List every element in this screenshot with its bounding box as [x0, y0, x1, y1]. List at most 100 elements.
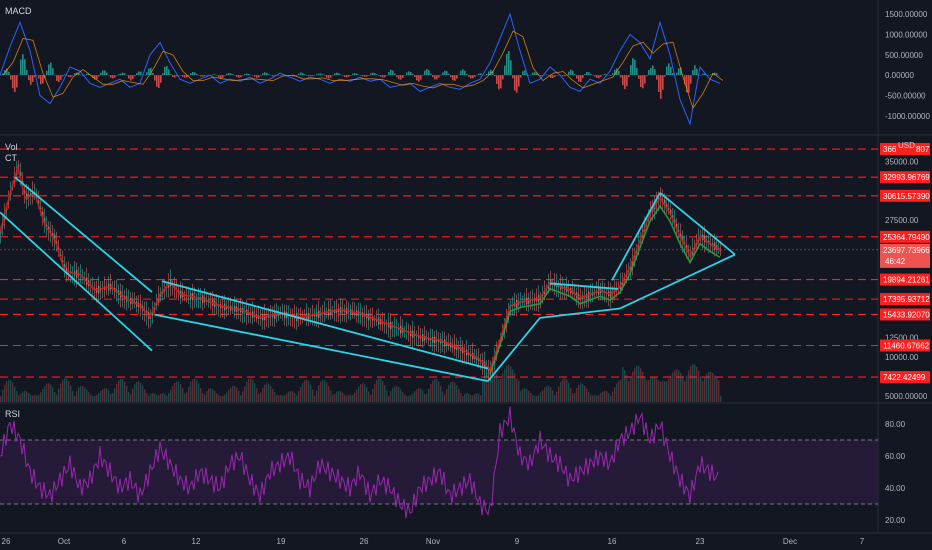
macd-histogram-bar [156, 75, 158, 87]
volume-bar [324, 380, 326, 402]
volume-bar [306, 379, 308, 402]
trend-line [14, 176, 153, 293]
macd-histogram-bar [64, 74, 66, 76]
volume-bar [82, 385, 84, 402]
macd-histogram-bar [162, 73, 164, 76]
volume-bar [484, 375, 486, 402]
macd-histogram-bar [422, 74, 424, 76]
macd-histogram-bar [356, 73, 358, 76]
macd-histogram-bar [196, 73, 198, 76]
macd-histogram-bar [368, 75, 370, 76]
volume-bar [320, 381, 322, 402]
macd-histogram-bar [232, 74, 234, 76]
candle-body [50, 231, 52, 233]
macd-histogram-bar [326, 75, 328, 78]
macd-histogram-bar [456, 75, 458, 79]
volume-bar [654, 377, 656, 402]
volume-bar [424, 393, 426, 402]
volume-bar [528, 390, 530, 402]
volume-bar [316, 390, 318, 402]
volume-bar [468, 393, 470, 402]
volume-bar [652, 376, 654, 402]
volume-bar [376, 380, 378, 402]
macd-histogram-bar [424, 70, 426, 76]
volume-bar [274, 392, 276, 402]
macd-histogram-bar [654, 69, 656, 76]
macd-histogram-bar [66, 75, 68, 76]
macd-histogram-bar [614, 69, 616, 76]
volume-bar [382, 381, 384, 402]
volume-bar [368, 391, 370, 402]
volume-bar [708, 372, 710, 402]
macd-histogram-bar [270, 75, 272, 76]
macd-histogram-bar [62, 75, 64, 77]
macd-histogram-bar [116, 75, 118, 76]
volume-bar [110, 394, 112, 402]
volume-bar [84, 387, 86, 402]
volume-bar [364, 384, 366, 402]
level-price-tag [880, 273, 930, 286]
rsi-tick-label: 40.00 [885, 484, 906, 493]
macd-histogram-bar [386, 75, 388, 76]
volume-bar [198, 383, 200, 402]
macd-histogram-bar [446, 71, 448, 76]
macd-histogram-bar [320, 73, 322, 76]
volume-bar [308, 381, 310, 402]
volume-bar [30, 394, 32, 402]
volume-bar [200, 388, 202, 402]
level-price-tag [880, 371, 930, 384]
macd-histogram-bar [56, 75, 58, 81]
macd-histogram-bar [256, 75, 258, 78]
volume-bar [218, 394, 220, 402]
macd-histogram-bar [680, 67, 682, 76]
volume-bar [282, 395, 284, 402]
volume-bar [546, 385, 548, 402]
volume-bar [614, 387, 616, 402]
volume-bar [596, 395, 598, 402]
volume-bar [600, 393, 602, 402]
macd-histogram-bar [96, 75, 98, 80]
volume-bar [680, 372, 682, 402]
volume-bar [496, 373, 498, 402]
volume-bar [488, 369, 490, 402]
macd-histogram-bar [506, 53, 508, 76]
candle-body [688, 250, 690, 253]
volume-bar [322, 379, 324, 402]
volume-bar [314, 395, 316, 402]
volume-bar [668, 378, 670, 402]
macd-histogram-bar [198, 75, 200, 76]
volume-bar [690, 366, 692, 402]
volume-bar [296, 395, 298, 402]
volume-bar [42, 389, 44, 402]
macd-histogram-bar [612, 73, 614, 76]
macd-histogram-bar [412, 73, 414, 76]
volume-bar [670, 375, 672, 402]
candle-body [700, 235, 702, 237]
volume-bar [498, 379, 500, 402]
volume-bar [384, 385, 386, 402]
macd-histogram-bar [350, 75, 352, 76]
volume-bar [438, 381, 440, 402]
macd-histogram-bar [610, 75, 612, 76]
macd-histogram-bar [136, 73, 138, 76]
volume-bar [616, 383, 618, 402]
volume-bar [104, 388, 106, 402]
candle-body [44, 218, 46, 224]
macd-histogram-bar [360, 75, 362, 76]
macd-histogram-bar [464, 70, 466, 76]
macd-histogram-bar [594, 75, 596, 77]
volume-bar [80, 385, 82, 402]
volume-bar [556, 391, 558, 402]
level-price-label-extra: 807 [916, 145, 930, 154]
volume-bar [388, 395, 390, 402]
volume-bar [514, 373, 516, 402]
volume-bar [674, 370, 676, 402]
volume-bar [0, 396, 2, 402]
macd-histogram-bar [648, 70, 650, 76]
volume-bar [328, 386, 330, 402]
macd-histogram-bar [666, 66, 668, 76]
current-price-tag [880, 243, 930, 268]
macd-histogram-bar [36, 75, 38, 76]
volume-bar [410, 395, 412, 402]
